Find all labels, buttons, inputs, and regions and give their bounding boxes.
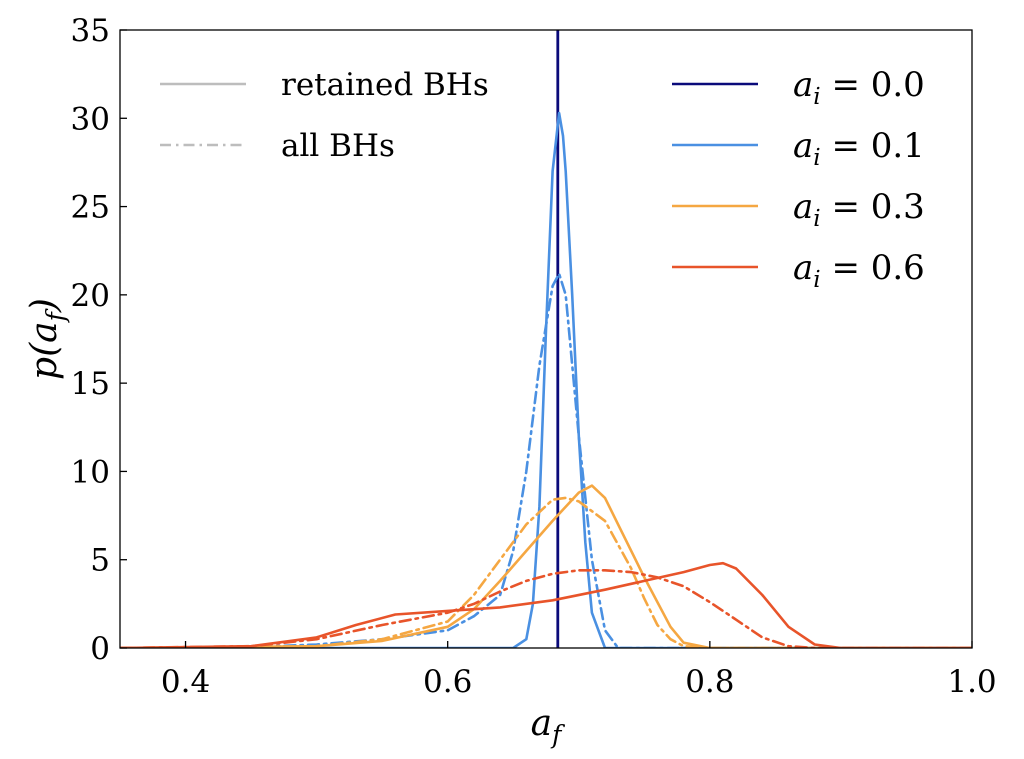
y-axis-label: p(af) bbox=[24, 298, 70, 380]
y-axis-label-close: ) bbox=[24, 298, 65, 313]
x-tick-label: 0.4 bbox=[161, 664, 210, 700]
y-tick-label: 5 bbox=[90, 543, 110, 579]
x-axis-label-var: a bbox=[531, 703, 552, 744]
series-legend-label: ai = 0.0 bbox=[793, 65, 925, 110]
y-tick-label: 20 bbox=[71, 278, 110, 314]
y-axis-label-var: p(a bbox=[24, 321, 65, 380]
series-line-all bbox=[120, 272, 972, 648]
x-tick-label: 0.8 bbox=[685, 664, 734, 700]
series-line-retained bbox=[120, 111, 972, 648]
style-legend: retained BHs all BHs bbox=[160, 67, 489, 164]
series-line-all bbox=[120, 496, 972, 648]
y-tick-label: 0 bbox=[90, 631, 110, 667]
series-line-all bbox=[120, 568, 972, 648]
y-tick-label: 10 bbox=[71, 454, 110, 490]
y-axis-label-sub: f bbox=[41, 308, 70, 323]
series-line-retained bbox=[120, 484, 972, 648]
y-tick-label: 35 bbox=[71, 13, 110, 49]
x-axis-label: af bbox=[531, 703, 565, 749]
ticks-layer: 0.4 0.6 0.8 1.0 0 5 10 15 20 25 30 35 bbox=[71, 13, 997, 700]
series-layer bbox=[120, 30, 972, 648]
series-legend-label: ai = 0.3 bbox=[793, 187, 925, 232]
plot-area-frame bbox=[119, 29, 973, 649]
style-legend-label: all BHs bbox=[281, 128, 395, 164]
x-tick-label: 0.6 bbox=[423, 664, 472, 700]
x-axis-label-sub: f bbox=[550, 720, 565, 749]
series-legend-label: ai = 0.1 bbox=[793, 126, 925, 171]
style-legend-label: retained BHs bbox=[281, 67, 489, 103]
y-tick-label: 15 bbox=[71, 366, 110, 402]
series-line-retained bbox=[120, 561, 972, 648]
x-tick-label: 1.0 bbox=[947, 664, 996, 700]
series-legend-label: ai = 0.6 bbox=[793, 248, 925, 293]
series-legend: ai = 0.0 ai = 0.1 ai = 0.3 ai = 0.6 bbox=[672, 65, 925, 293]
y-tick-label: 25 bbox=[71, 190, 110, 226]
y-tick-label: 30 bbox=[71, 101, 110, 137]
